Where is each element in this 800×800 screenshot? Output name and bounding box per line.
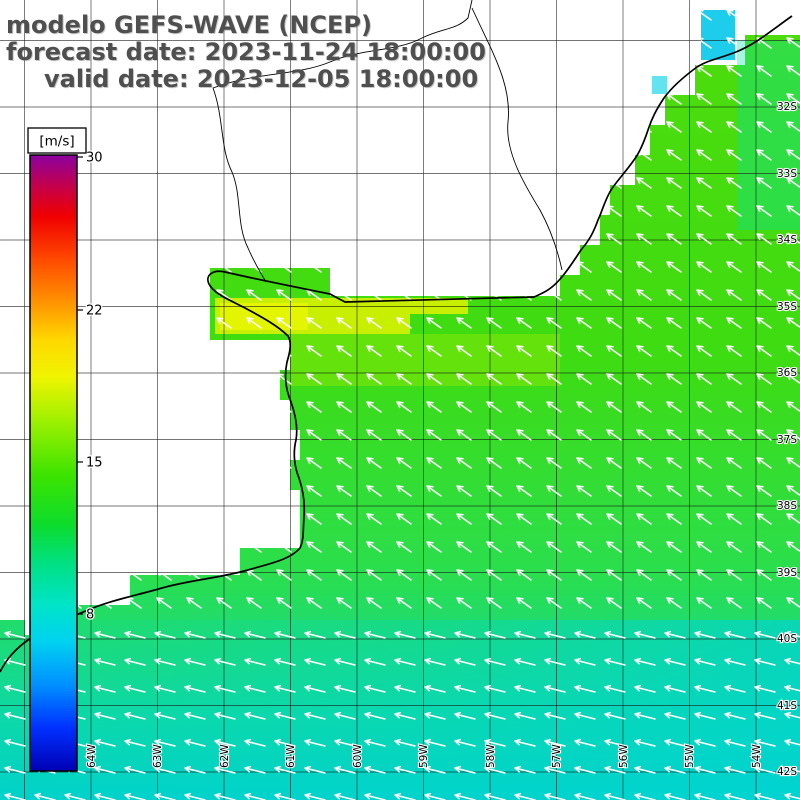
lat-label: 42S — [777, 766, 797, 778]
unit-label: [m/s] — [39, 134, 74, 150]
coast-layer — [0, 0, 793, 673]
lon-label: 56W — [618, 744, 630, 768]
lat-label: 40S — [777, 633, 797, 645]
colorbar-tick-label: 8 — [86, 608, 94, 623]
vectors-lower — [0, 620, 800, 800]
lon-label: 54W — [751, 744, 763, 768]
lon-label: 63W — [152, 744, 164, 768]
model-name: modelo GEFS-WAVE (NCEP) — [6, 11, 372, 39]
estuary-patch-small — [652, 76, 667, 94]
colorbar-tick-label: 30 — [86, 151, 103, 166]
valid-date: valid date: 2023-12-05 18:00:00 — [44, 65, 479, 93]
vectors-estuary — [701, 10, 735, 60]
lat-label: 39S — [777, 567, 797, 579]
lon-label: 64W — [86, 744, 98, 768]
title-block: modelo GEFS-WAVE (NCEP) forecast date: 2… — [6, 12, 486, 93]
lat-label: 38S — [777, 500, 797, 512]
lat-label: 36S — [777, 367, 797, 379]
lon-label: 60W — [352, 744, 364, 768]
lat-label: 33S — [777, 168, 797, 180]
lon-label: 61W — [285, 744, 297, 768]
colorbar-tick-label: 15 — [86, 456, 103, 471]
lat-label: 34S — [777, 234, 797, 246]
colorbar: 30 22 15 8 [m/s] — [27, 127, 104, 772]
vectors-upper — [60, 35, 800, 620]
colorbar-gradient-bar — [29, 154, 78, 772]
lat-label: 35S — [777, 301, 797, 313]
border-river-west — [212, 87, 267, 283]
coastline — [0, 15, 793, 673]
lon-label: 55W — [684, 744, 696, 768]
lon-label: 57W — [551, 744, 563, 768]
unit-box — [27, 127, 87, 154]
lon-label: 58W — [485, 744, 497, 768]
colorbar-ticks: 30 22 15 8 — [77, 149, 104, 624]
wind-vectors — [0, 10, 800, 800]
lat-label: 41S — [777, 700, 797, 712]
border-north — [212, 0, 473, 89]
lat-label: 37S — [777, 434, 797, 446]
colorbar-tick-label: 22 — [86, 304, 103, 319]
lon-label: 62W — [219, 744, 231, 768]
lat-label: 32S — [777, 101, 797, 113]
lon-label: 59W — [418, 744, 430, 768]
border-river-east — [471, 7, 563, 271]
forecast-date: forecast date: 2023-11-24 18:00:00 — [6, 38, 486, 66]
axis-labels: 32S 33S 34S 35S 36S 37S 38S 39S 40S 41S 42S 64W 63W 6… — [85, 100, 799, 779]
